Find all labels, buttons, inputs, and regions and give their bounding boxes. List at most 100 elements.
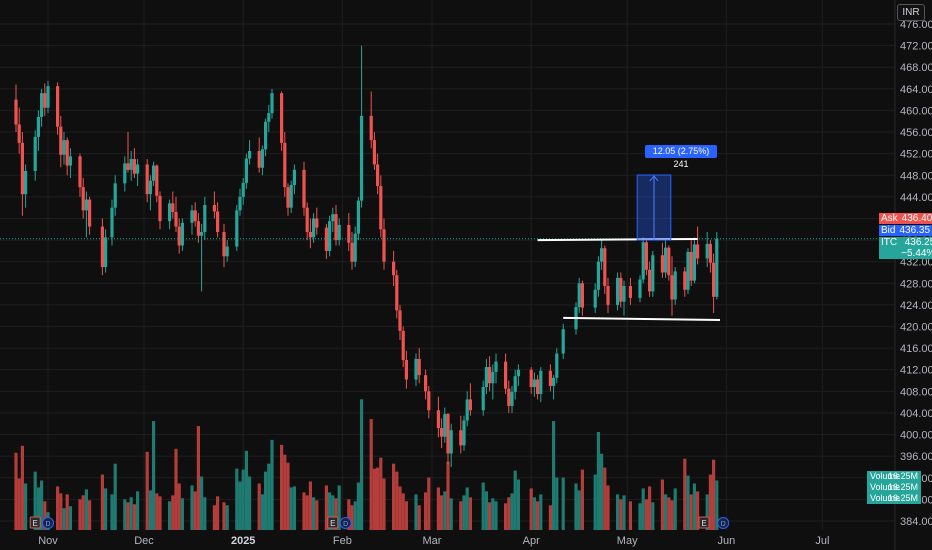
candle-body [168, 203, 172, 222]
candle-body [244, 158, 248, 183]
volume-bar [241, 469, 245, 530]
volume-bar [616, 494, 620, 530]
volume-bar [56, 486, 60, 530]
volume-bar [376, 467, 380, 530]
volume-bar [244, 450, 248, 530]
candle-body [510, 391, 514, 406]
currency-button[interactable]: INR [897, 4, 925, 21]
candle-body [670, 275, 674, 300]
volume-bar [424, 492, 428, 530]
candle-body [673, 271, 677, 300]
candle-body [529, 369, 533, 388]
candle-body [152, 165, 156, 181]
symbol-label: ITC [881, 237, 898, 248]
price-tick-label: 448.00 [900, 170, 932, 182]
candle-body [216, 211, 220, 232]
candle-body [414, 358, 418, 380]
candle-body [305, 207, 309, 232]
volume-bar [88, 500, 92, 530]
candle-body [417, 358, 421, 376]
candle-body [488, 367, 492, 384]
candle-body [235, 210, 239, 247]
volume-bar [468, 497, 472, 530]
volume-bar [193, 491, 197, 530]
candle-body [350, 242, 354, 262]
candle-body [600, 248, 604, 262]
candle-body [347, 224, 351, 243]
candle-body [104, 237, 108, 268]
candle-body [705, 243, 709, 259]
candle-body [328, 221, 332, 251]
candle-body [280, 93, 284, 143]
candle-body [264, 121, 268, 150]
dividend-marker-label: D [721, 521, 726, 528]
candle-body [17, 124, 21, 143]
candle-body [270, 93, 274, 114]
candle-body [331, 214, 335, 222]
volume-bar [292, 486, 296, 530]
candle-body [308, 231, 312, 238]
earnings-marker [29, 516, 41, 529]
candle-body [65, 140, 69, 166]
candle-body [459, 430, 463, 446]
candle-body [504, 361, 508, 389]
time-tick-label: May [617, 535, 638, 547]
price-change: −5.44% [901, 248, 932, 259]
price-tick-label: 428.00 [900, 278, 932, 290]
volume-bar [532, 497, 536, 530]
candle-body [286, 187, 290, 208]
volume-bar [648, 486, 652, 530]
volume-bar [40, 480, 44, 530]
price-tick-label: 400.00 [900, 430, 932, 442]
candle-body [648, 269, 652, 292]
volume-bar [289, 487, 293, 530]
volume-bar [158, 496, 162, 530]
volume-bar [59, 493, 63, 530]
time-tick-label: Dec [134, 535, 154, 547]
price-tick-label: 424.00 [900, 300, 932, 312]
time-axis[interactable]: Nov Dec 2025 Feb Mar Apr May Jun Jul [38, 535, 829, 547]
volume-bar [504, 503, 508, 530]
volume-bar [715, 480, 719, 530]
volume-bar [603, 467, 607, 530]
candle-body [708, 243, 712, 263]
volume-bar [312, 497, 316, 530]
candle-body [539, 370, 543, 395]
candle-body [302, 169, 306, 208]
volume-bar [270, 439, 274, 530]
candle-body [379, 186, 383, 230]
volume-bar [33, 471, 37, 530]
candle-body [248, 150, 252, 159]
candle-body [56, 86, 60, 127]
volume-bar [660, 479, 664, 530]
volume-bar [619, 499, 623, 530]
candle-body [158, 195, 162, 222]
volume-bar [574, 483, 578, 530]
candle-body [427, 391, 431, 411]
last-price-value: 436.25 [904, 237, 932, 248]
volume-bar [641, 488, 645, 530]
volume-bar [196, 426, 200, 530]
volume-bar [692, 483, 696, 530]
volume-bar [334, 498, 338, 530]
volume-bar [17, 478, 21, 530]
volume-bar [267, 463, 271, 530]
volume-bars [14, 399, 719, 530]
measure-tool[interactable] [636, 174, 672, 241]
candle-body [353, 233, 357, 262]
candle-body [404, 360, 408, 380]
time-tick-label: Feb [333, 535, 352, 547]
candle-body [177, 226, 181, 246]
volume-bar [100, 474, 104, 530]
candle-body [225, 246, 229, 257]
volume-bar [382, 478, 386, 530]
volume-bar [62, 508, 66, 530]
candle-body [686, 251, 690, 290]
volume-bar [145, 451, 149, 530]
candle-body [372, 140, 376, 165]
volume-bar [238, 481, 242, 530]
volume-bar [491, 498, 495, 530]
candle-body [190, 210, 194, 223]
